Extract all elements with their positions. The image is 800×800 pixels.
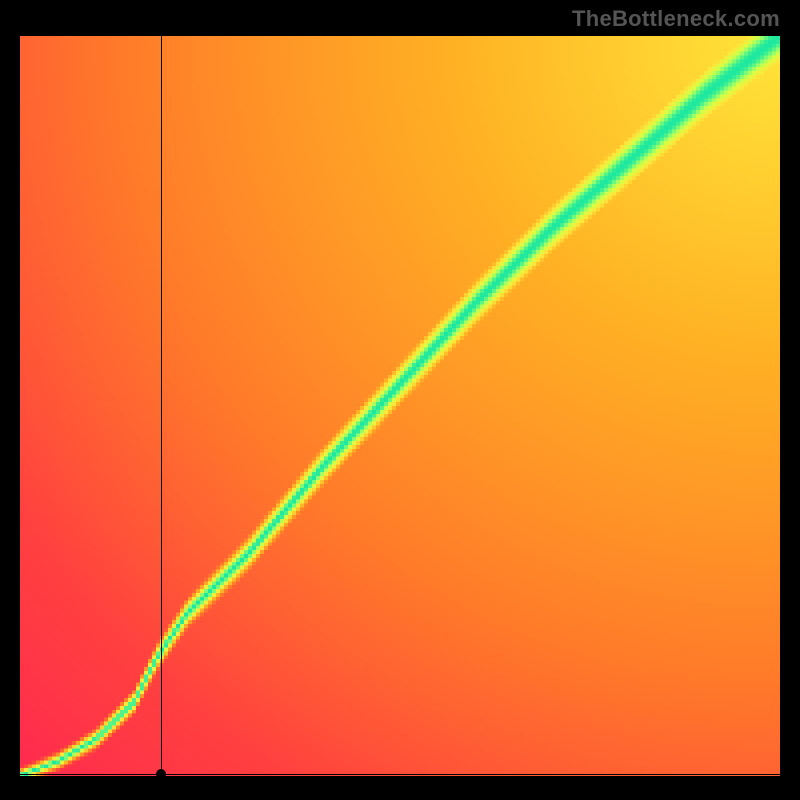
- crosshair-horizontal: [20, 774, 780, 775]
- heatmap-canvas: [20, 36, 780, 776]
- plot-area: [20, 36, 780, 776]
- watermark-text: TheBottleneck.com: [572, 6, 780, 32]
- crosshair-vertical: [161, 36, 162, 776]
- chart-frame: TheBottleneck.com: [0, 0, 800, 800]
- marker-dot: [156, 769, 166, 776]
